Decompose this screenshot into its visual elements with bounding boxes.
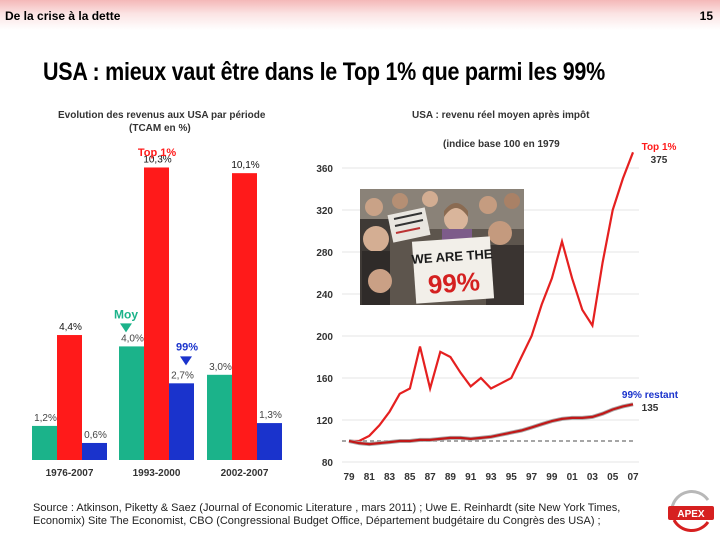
y-tick-label-1: 120 bbox=[316, 416, 333, 427]
bar-value-label-1-1: 10,3% bbox=[143, 154, 171, 165]
x-tick-label-8: 95 bbox=[506, 472, 518, 483]
line-end-label-top1: 375 bbox=[651, 155, 668, 166]
bar-chart-subtitle: (TCAM en %) bbox=[129, 123, 191, 134]
section-title: De la crise à la dette bbox=[5, 9, 121, 23]
x-tick-label-10: 99 bbox=[546, 472, 558, 483]
line-chart-subtitle: (indice base 100 en 1979 bbox=[443, 139, 560, 150]
line-end-label-99: 135 bbox=[642, 403, 659, 414]
x-tick-label-2: 83 bbox=[384, 472, 396, 483]
bar-value-label-2-0: 0,6% bbox=[84, 430, 107, 441]
x-tick-label-4: 87 bbox=[425, 472, 437, 483]
y-tick-label-4: 240 bbox=[316, 290, 333, 301]
x-tick-label-12: 03 bbox=[587, 472, 599, 483]
bar-value-label-2-1: 2,7% bbox=[171, 370, 194, 381]
bar-0-1 bbox=[119, 346, 144, 460]
pct99-arrow-icon bbox=[180, 356, 192, 366]
bar-category-label-0: 1976-2007 bbox=[46, 468, 94, 479]
x-tick-label-6: 91 bbox=[465, 472, 477, 483]
bar-2-0 bbox=[82, 442, 107, 460]
series-line-1 bbox=[348, 403, 634, 446]
x-tick-label-0: 79 bbox=[343, 472, 355, 483]
protest-photo: WE ARE THE 99% bbox=[360, 189, 524, 305]
line-chart-title: USA : revenu réel moyen après impôt bbox=[412, 110, 590, 121]
sign-99-percent: 99% bbox=[427, 266, 481, 300]
line-label-99: 99% restant bbox=[622, 390, 679, 401]
bar-1-2 bbox=[232, 173, 257, 460]
x-tick-label-7: 93 bbox=[485, 472, 497, 483]
bar-category-label-1: 1993-2000 bbox=[133, 468, 181, 479]
bar-chart-title: Evolution des revenus aux USA par périod… bbox=[58, 110, 266, 121]
bar-value-label-0-2: 3,0% bbox=[209, 362, 232, 373]
x-tick-label-14: 07 bbox=[627, 472, 639, 483]
y-tick-label-0: 80 bbox=[322, 458, 334, 469]
source-footer: Source : Atkinson, Piketty & Saez (Journ… bbox=[33, 502, 621, 527]
y-tick-label-6: 320 bbox=[316, 206, 333, 217]
apex-logo: APEX bbox=[664, 488, 716, 534]
legend-top1: Top 1% bbox=[138, 147, 177, 159]
x-tick-label-13: 05 bbox=[607, 472, 619, 483]
logo-text: APEX bbox=[677, 509, 705, 520]
bar-value-label-1-0: 4,4% bbox=[59, 322, 82, 333]
x-tick-label-3: 85 bbox=[404, 472, 416, 483]
moy-arrow-icon bbox=[120, 323, 132, 333]
y-tick-label-7: 360 bbox=[316, 164, 333, 175]
y-tick-label-2: 160 bbox=[316, 374, 333, 385]
bar-value-label-0-1: 4,0% bbox=[121, 333, 144, 344]
series-shadow-1 bbox=[348, 402, 634, 447]
header-bar bbox=[0, 0, 720, 30]
sign-we-are-the: WE ARE THE bbox=[411, 246, 493, 267]
protest-image: WE ARE THE 99% bbox=[360, 189, 524, 305]
bar-0-0 bbox=[32, 425, 57, 460]
bar-2-1 bbox=[169, 383, 194, 460]
x-tick-label-9: 97 bbox=[526, 472, 538, 483]
x-tick-label-1: 81 bbox=[364, 472, 376, 483]
bar-value-label-1-2: 10,1% bbox=[231, 160, 259, 171]
x-tick-label-11: 01 bbox=[567, 472, 579, 483]
bar-value-label-2-2: 1,3% bbox=[259, 410, 282, 421]
y-tick-label-3: 200 bbox=[316, 332, 333, 343]
bar-1-0 bbox=[57, 335, 82, 460]
slide-title: USA : mieux vaut être dans le Top 1% que… bbox=[43, 58, 605, 86]
bar-0-2 bbox=[207, 374, 232, 460]
legend-99: 99% bbox=[176, 341, 198, 353]
x-tick-label-5: 89 bbox=[445, 472, 457, 483]
bar-2-2 bbox=[257, 423, 282, 460]
bar-value-label-0-0: 1,2% bbox=[34, 413, 57, 424]
bar-category-label-2: 2002-2007 bbox=[221, 468, 269, 479]
bar-1-1 bbox=[144, 167, 169, 461]
legend-moy: Moy bbox=[114, 307, 138, 321]
line-label-top1: Top 1% bbox=[642, 142, 677, 153]
page-number: 15 bbox=[699, 9, 713, 23]
y-tick-label-5: 280 bbox=[316, 248, 333, 259]
